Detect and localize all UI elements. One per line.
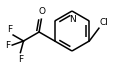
Text: F: F <box>7 25 12 34</box>
Text: N: N <box>69 15 75 24</box>
Text: F: F <box>5 41 10 50</box>
Text: O: O <box>38 7 45 16</box>
Text: Cl: Cl <box>100 18 109 27</box>
Text: F: F <box>18 55 23 64</box>
